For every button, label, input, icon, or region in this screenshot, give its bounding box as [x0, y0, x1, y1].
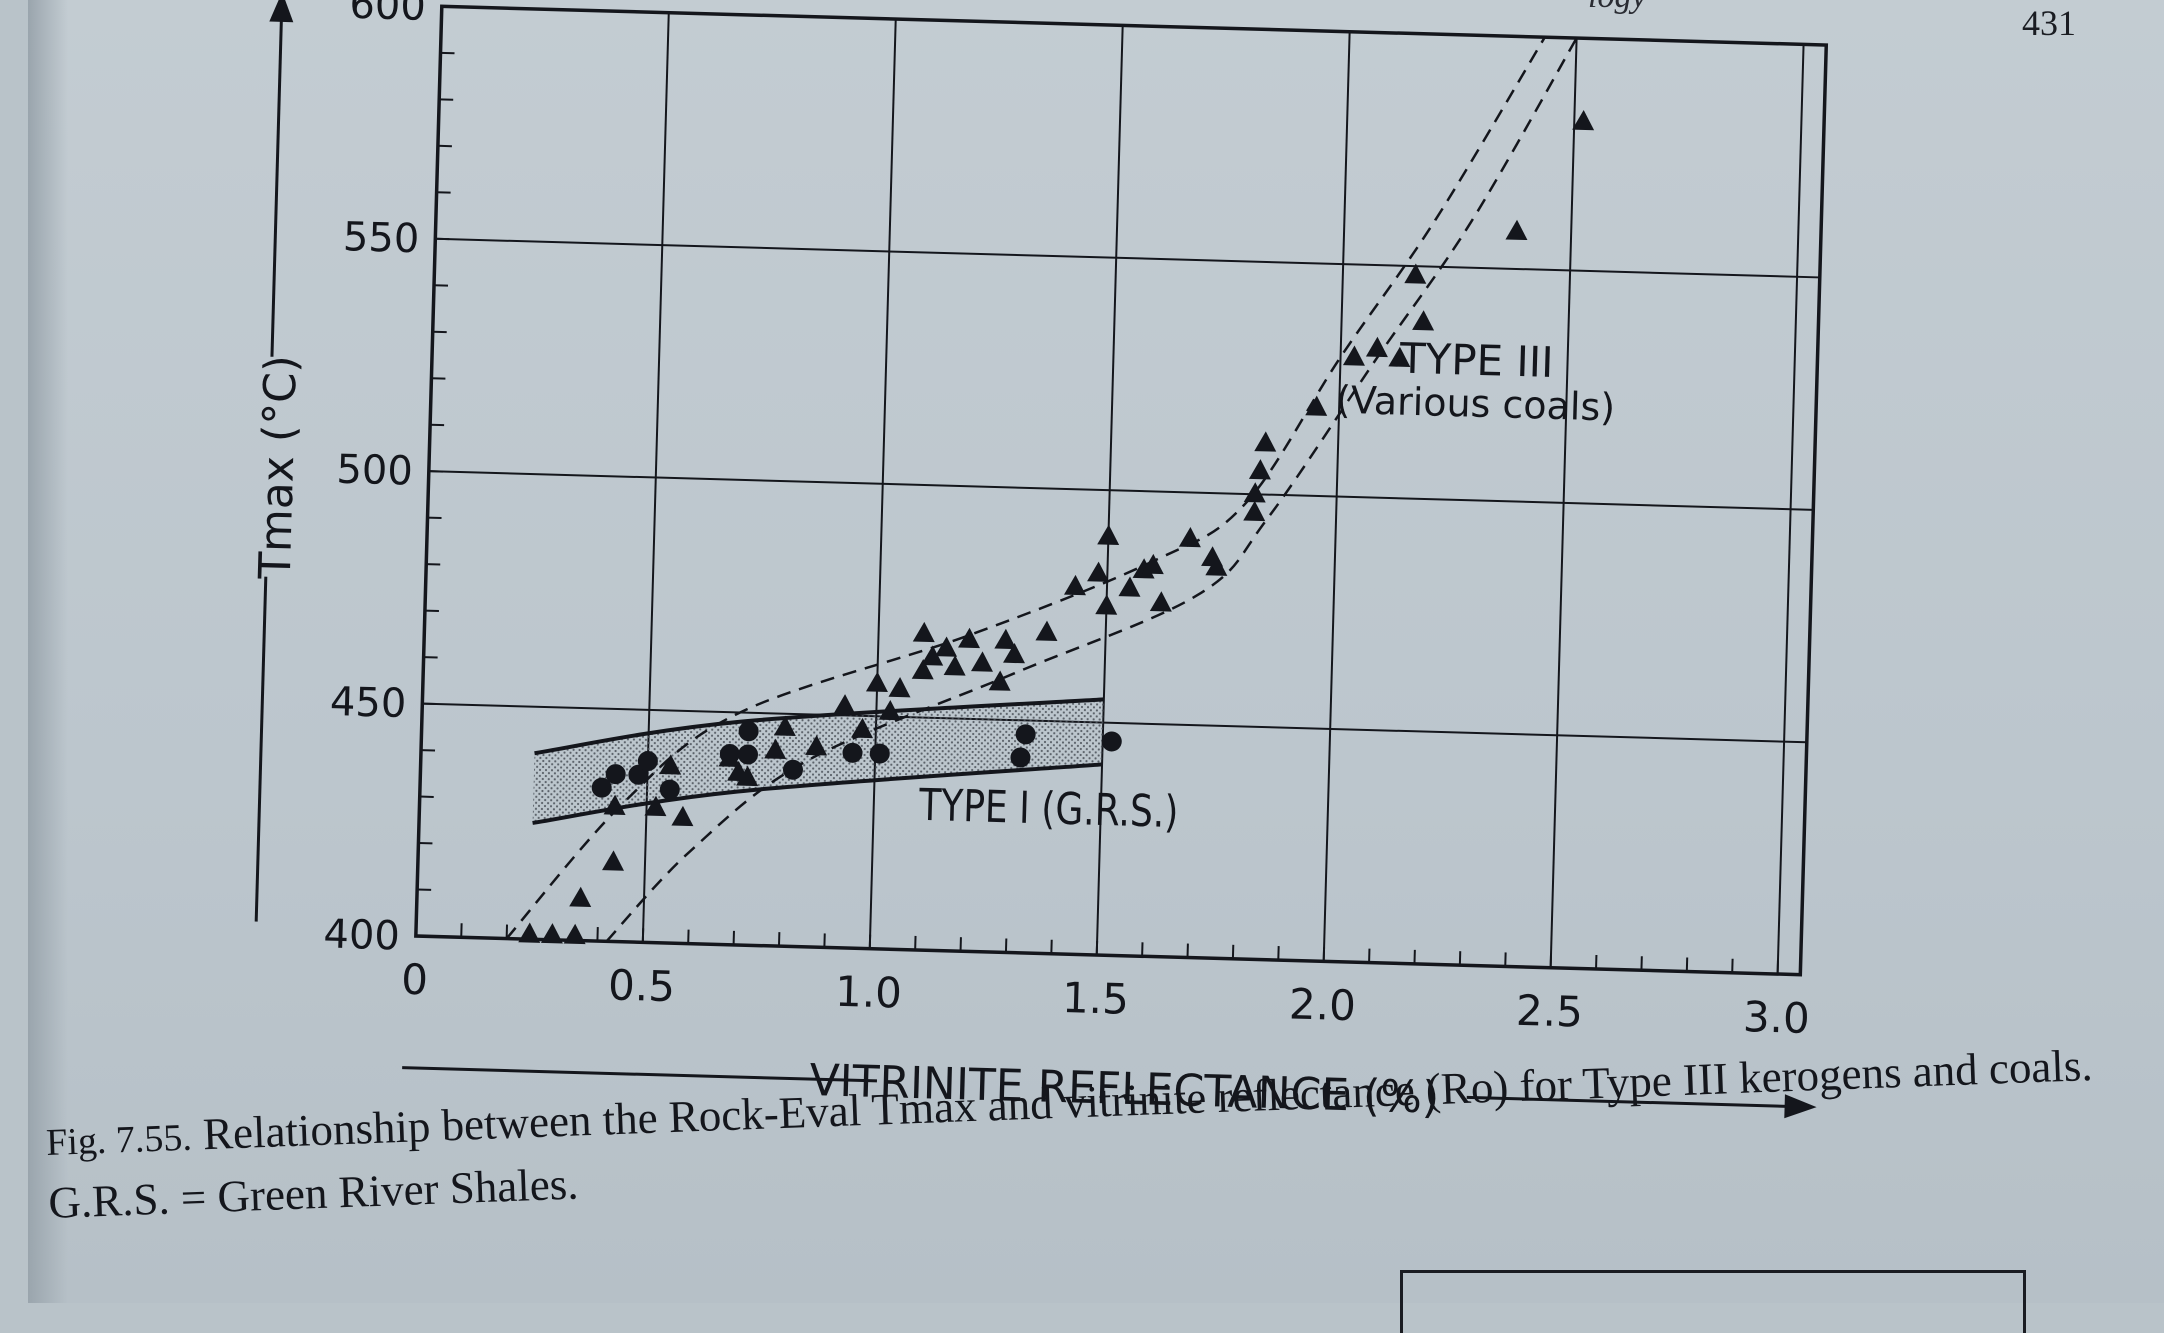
y-axis-arrowhead [269, 0, 294, 22]
type-iii-point [1305, 395, 1328, 416]
y-axis-arrow-shaft-top [272, 12, 282, 357]
type-iii-point [913, 622, 936, 643]
y-tick-label: 400 [323, 911, 401, 959]
x-tick-label: 0 [401, 955, 429, 1005]
type-iii-point [1505, 219, 1528, 240]
x-tick-label: 1.5 [1061, 973, 1129, 1024]
y-tick-label: 500 [336, 447, 414, 495]
type-iii-point [1097, 524, 1120, 545]
type-iii-point [1150, 591, 1173, 612]
type-iii-point [1249, 459, 1272, 480]
x-axis-arrow-shaft-left [402, 1068, 877, 1081]
type-iii-point [541, 923, 564, 944]
type-iii-point [518, 922, 541, 943]
y-tick-label: 450 [329, 679, 407, 727]
type-iii-point [602, 850, 625, 871]
type-iii-point [1412, 310, 1435, 331]
x-tick-label: 2.0 [1288, 979, 1356, 1030]
y-axis-label: Tmax (°C) [250, 354, 307, 580]
tmax-vs-vitrinite-chart: 0 0.5 1.0 1.5 2.0 2.5 3.0 400 450 500 550 600 TYPE I… [0, 0, 2164, 1120]
type-iii-point [944, 655, 967, 676]
y-axis-arrow-shaft-bottom [256, 577, 266, 922]
type-iii-point [569, 886, 592, 907]
type-iii-point [1087, 561, 1110, 582]
x-tick-label: 1.0 [834, 967, 902, 1018]
type-iii-point [834, 694, 857, 715]
y-tick-label: 600 [349, 0, 427, 30]
figure-caption-lead: Fig. 7.55. [45, 1117, 192, 1164]
type-iii-point [1254, 431, 1277, 452]
type-iii-point [564, 923, 587, 944]
type-iii-point [1095, 594, 1118, 615]
type-iii-label: TYPE III [1398, 334, 1554, 387]
type-iii-point [1366, 337, 1389, 358]
x-tick-label: 2.5 [1515, 986, 1583, 1037]
type-iii-point [1179, 527, 1202, 548]
type-iii-point [889, 677, 912, 698]
type-iii-point [971, 651, 994, 672]
grid-line-y-2 [429, 471, 1813, 510]
type-iii-sublabel: (Various coals) [1335, 378, 1615, 430]
grid-line-y-3 [435, 239, 1819, 278]
type-i-label: TYPE I (G.R.S.) [918, 780, 1180, 838]
y-tick-label: 550 [342, 214, 420, 262]
chart-container: 0 0.5 1.0 1.5 2.0 2.5 3.0 400 450 500 550 600 TYPE I… [0, 0, 2164, 1120]
next-table-border [1400, 1270, 2026, 1333]
type-iii-point [1244, 482, 1267, 503]
type-iii-point [989, 670, 1012, 691]
type-iii-point [1064, 575, 1087, 596]
type-iii-point [866, 671, 889, 692]
type-iii-point [1118, 576, 1141, 597]
type-i-point [1101, 731, 1122, 752]
type-iii-point [1035, 620, 1058, 641]
x-tick-label: 0.5 [608, 960, 676, 1011]
x-tick-label: 3.0 [1742, 992, 1810, 1043]
type-iii-point [671, 806, 694, 827]
